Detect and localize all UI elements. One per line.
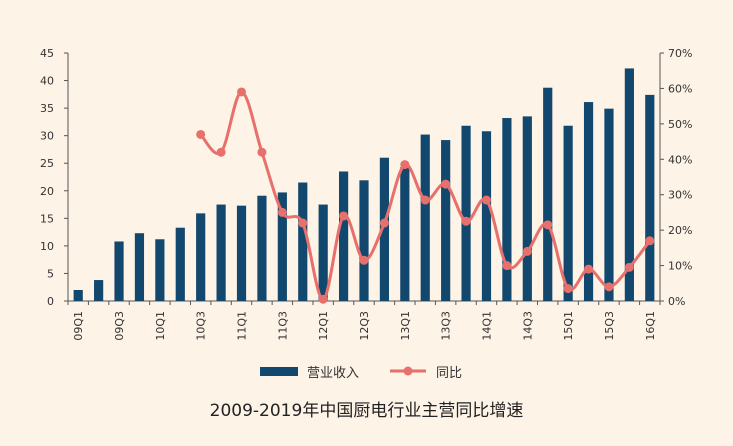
bar <box>318 204 328 301</box>
x-tick-label: 12Q3 <box>358 311 371 341</box>
yoy-point <box>237 87 247 97</box>
x-tick-label: 12Q1 <box>317 311 330 341</box>
yoy-point <box>645 236 655 246</box>
combo-chart: 0 5 10 15 20 25 30 35 40 45 0% 10% 20% 30% 40% 50% 60% 70… <box>40 47 692 381</box>
y-left-tick-label: 25 <box>40 157 54 170</box>
yoy-point <box>379 218 389 228</box>
chart-caption: 2009-2019年中国厨电行业主营同比增速 <box>209 401 524 421</box>
x-tick-label: 14Q1 <box>480 311 493 341</box>
yoy-point <box>624 262 634 272</box>
y-left-tick-label: 10 <box>40 240 54 253</box>
axes-group: 0 5 10 15 20 25 30 35 40 45 0% 10% 20% 30% 40% 50% 60% 70… <box>40 47 692 308</box>
bar <box>277 192 287 301</box>
yoy-point <box>277 207 287 217</box>
legend-bar-swatch <box>260 367 298 376</box>
bar <box>134 233 145 301</box>
x-tick-label: 15Q3 <box>603 311 616 341</box>
bars-group <box>73 68 655 301</box>
bar <box>114 241 124 301</box>
bar <box>604 108 614 301</box>
x-tick-label: 13Q3 <box>440 311 453 341</box>
yoy-point <box>584 264 594 274</box>
y-left-tick-label: 20 <box>40 185 54 198</box>
bar <box>359 180 369 301</box>
bar <box>257 195 267 301</box>
y-right-tick-label: 70% <box>668 47 692 60</box>
yoy-point <box>604 282 614 292</box>
x-tick-label: 15Q1 <box>562 311 575 341</box>
yoy-point <box>441 179 451 189</box>
y-right-tick-label: 0% <box>668 295 685 308</box>
y-left-tick-label: 30 <box>40 130 54 143</box>
bar <box>563 125 573 301</box>
yoy-point <box>216 147 226 157</box>
yoy-point <box>257 147 267 157</box>
legend-line-label: 同比 <box>436 366 462 381</box>
bar <box>481 131 492 301</box>
bar <box>441 140 451 301</box>
bar <box>298 182 308 301</box>
yoy-point <box>318 294 328 304</box>
x-tick-label: 11Q1 <box>236 311 249 341</box>
x-tick-label: 16Q1 <box>644 311 657 341</box>
legend-line-marker <box>403 366 413 376</box>
bar <box>175 227 185 301</box>
y-left-tick-label: 15 <box>40 212 54 225</box>
yoy-point <box>196 129 206 139</box>
y-right-tick-label: 50% <box>668 118 692 131</box>
bar <box>73 289 83 301</box>
yoy-point <box>359 255 369 265</box>
yoy-point <box>543 220 553 230</box>
y-left-tick-label: 45 <box>40 47 54 60</box>
bar <box>155 239 165 301</box>
bar <box>196 213 206 301</box>
y-right-tick-label: 40% <box>668 153 692 166</box>
x-tick-label: 11Q3 <box>276 311 289 341</box>
y-left-tick-label: 5 <box>47 267 54 280</box>
bar <box>400 167 410 301</box>
yoy-point <box>298 218 308 228</box>
yoy-point <box>461 216 471 226</box>
bar <box>502 118 512 301</box>
x-tick-label: 09Q1 <box>72 311 85 341</box>
y-right-tick-label: 30% <box>668 189 692 202</box>
x-tick-label: 10Q1 <box>154 311 167 341</box>
bar <box>522 116 532 301</box>
bar <box>94 280 104 301</box>
bar <box>420 134 430 301</box>
bar <box>624 68 634 301</box>
y-right-tick-label: 20% <box>668 224 692 237</box>
yoy-point <box>522 246 532 256</box>
bar <box>583 102 594 301</box>
line-group <box>196 87 655 304</box>
y-left-tick-label: 0 <box>47 295 54 308</box>
yoy-point <box>502 261 512 271</box>
bar <box>216 204 226 301</box>
x-ticks-group: 09Q1 09Q3 10Q1 10Q3 11Q1 11Q3 12Q1 12Q3 13Q1 13Q3… <box>72 311 657 341</box>
x-tick-label: 14Q3 <box>521 311 534 341</box>
x-tick-label: 13Q1 <box>399 311 412 341</box>
yoy-point <box>481 195 491 205</box>
x-tick-label: 09Q3 <box>113 311 126 341</box>
yoy-point <box>563 284 573 294</box>
legend-bar-label: 营业收入 <box>307 366 359 381</box>
y-right-tick-label: 60% <box>668 82 692 95</box>
bar <box>236 205 247 301</box>
legend: 营业收入 同比 <box>260 366 462 381</box>
y-left-tick-label: 40 <box>40 75 54 88</box>
yoy-point <box>420 195 430 205</box>
x-tick-label: 10Q3 <box>195 311 208 341</box>
bar <box>461 125 471 301</box>
bar <box>645 94 655 301</box>
bar <box>543 87 553 301</box>
yoy-point <box>339 211 349 221</box>
y-right-tick-label: 10% <box>668 260 692 273</box>
yoy-point <box>400 160 410 170</box>
bar <box>379 157 390 301</box>
bar <box>338 171 349 301</box>
y-left-tick-label: 35 <box>40 102 54 115</box>
